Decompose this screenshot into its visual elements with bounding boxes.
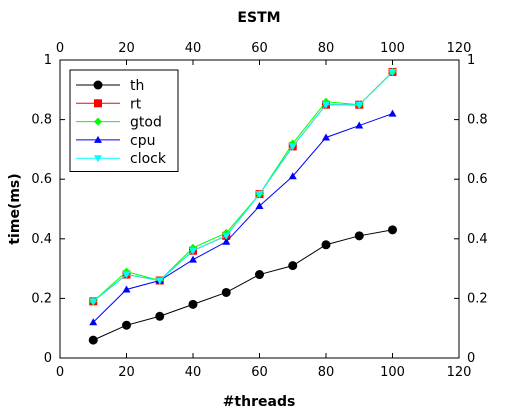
series-layer (88, 67, 397, 345)
data-point-clock (355, 101, 364, 109)
x-tick-label-bottom: 60 (251, 365, 268, 380)
x-tick-label-top: 20 (118, 41, 135, 56)
data-point-th (88, 335, 98, 345)
legend-marker-gtod (94, 117, 102, 126)
data-point-cpu (255, 202, 264, 210)
data-point-cpu (388, 109, 397, 117)
y-tick-label-right: 1 (467, 53, 475, 68)
data-point-clock (255, 191, 264, 199)
legend-label-gtod: gtod (130, 115, 162, 131)
series-th (88, 225, 397, 345)
data-point-cpu (122, 285, 131, 293)
legend: th rt gtod cpu clock (69, 69, 179, 172)
series-line-cpu (92, 113, 393, 323)
legend-marker-cpu (94, 135, 102, 143)
data-point-cpu (288, 172, 297, 180)
x-tick-label-top: 40 (185, 41, 202, 56)
x-tick-label-top: 60 (251, 41, 268, 56)
y-tick-label-right: 0.2 (467, 291, 488, 306)
x-tick-label-top: 100 (380, 41, 405, 56)
x-tick-label-bottom: 20 (118, 365, 135, 380)
data-point-clock (322, 101, 330, 109)
data-point-cpu (355, 121, 364, 129)
y-tick-label-left: 0.2 (31, 291, 52, 306)
y-tick-label-right: 0 (467, 351, 475, 366)
y-tick-label-right: 0.8 (467, 113, 488, 128)
series-cpu (89, 109, 397, 326)
data-point-th (321, 240, 331, 250)
data-point-cpu (222, 237, 231, 245)
data-point-clock (189, 247, 197, 255)
legend-label-cpu: cpu (130, 133, 155, 149)
x-tick-label-bottom: 0 (56, 365, 64, 380)
data-point-th (354, 231, 364, 241)
data-point-th (288, 261, 298, 271)
data-point-clock (288, 143, 297, 151)
data-point-cpu (89, 318, 98, 326)
data-point-clock (222, 232, 231, 240)
y-tick-label-left: 0.8 (31, 113, 52, 128)
series-line-gtod (92, 71, 393, 302)
legend-marker-clock (94, 155, 102, 163)
x-tick-label-bottom: 120 (447, 365, 472, 380)
x-tick-label-top: 120 (447, 41, 472, 56)
legend-box (69, 69, 179, 172)
x-tick-label-bottom: 40 (185, 365, 202, 380)
data-point-clock (388, 68, 397, 76)
x-tick-label-top: 0 (56, 41, 64, 56)
data-point-th (188, 299, 198, 309)
data-point-cpu (322, 133, 330, 141)
y-tick-label-left: 0 (44, 351, 52, 366)
series-clock (89, 68, 397, 306)
data-point-clock (155, 277, 164, 285)
y-tick-label-left: 0.4 (31, 232, 52, 247)
series-line-th (93, 229, 393, 341)
data-point-th (388, 225, 397, 235)
data-point-th (122, 320, 131, 330)
data-point-clock (89, 298, 98, 306)
legend-label-clock: clock (130, 151, 167, 167)
y-tick-label-right: 0.4 (467, 232, 488, 247)
x-tick-label-bottom: 100 (380, 365, 405, 380)
x-axis-title: #threads (223, 394, 296, 410)
data-point-clock (122, 271, 131, 279)
y-axis-title: time(ms) (7, 173, 23, 244)
chart-title: ESTM (237, 10, 280, 26)
legend-marker-th (93, 80, 103, 90)
y-tick-label-left: 0.6 (31, 172, 52, 187)
legend-label-th: th (130, 78, 144, 94)
x-tick-label-bottom: 80 (318, 365, 335, 380)
x-tick-label-top: 80 (318, 41, 335, 56)
series-line-clock (92, 71, 393, 302)
data-point-cpu (189, 255, 197, 263)
data-point-th (221, 287, 231, 297)
y-tick-label-right: 0.6 (467, 172, 488, 187)
legend-marker-rt (94, 99, 102, 108)
y-tick-label-left: 1 (44, 53, 52, 68)
legend-label-rt: rt (130, 96, 142, 112)
data-point-th (155, 311, 165, 321)
data-point-th (255, 270, 264, 280)
